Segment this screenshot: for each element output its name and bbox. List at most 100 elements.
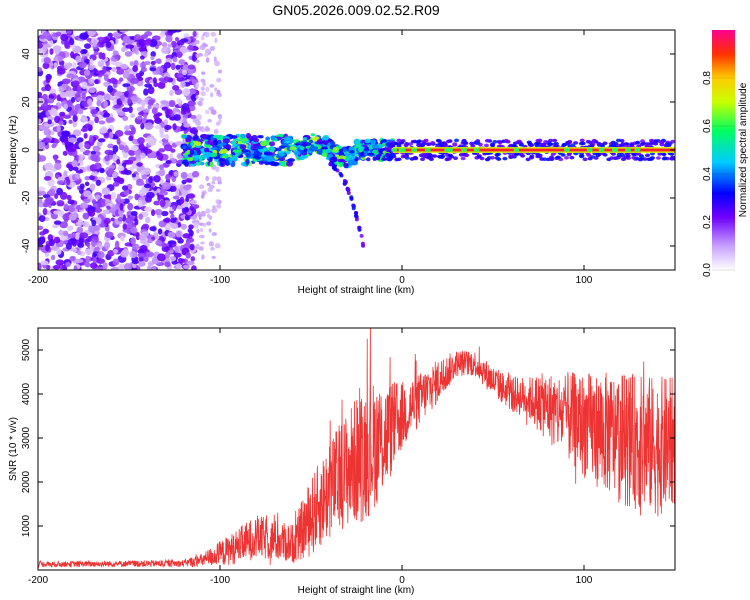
spectrogram-cell <box>197 149 202 156</box>
spectrogram-cell <box>108 131 114 140</box>
spectrogram-cell <box>561 143 567 148</box>
spectrogram-cell <box>444 148 451 152</box>
spectrogram-cell <box>56 125 61 133</box>
spectrogram-cell <box>94 246 100 252</box>
spectrogram-cell <box>110 266 120 270</box>
spectrogram-cell <box>158 164 165 170</box>
spectrogram-cell <box>215 188 221 192</box>
spectrogram-cell <box>58 85 64 93</box>
spectrogram-cell <box>97 266 104 270</box>
spectrogram-cell <box>80 116 88 123</box>
snr-axes: -200 -100 0 100 1000 2000 3000 4000 5000 <box>21 328 675 586</box>
spectrogram-cell <box>162 218 171 223</box>
spectrogram-cell <box>141 223 150 230</box>
spectrogram-cell <box>204 52 209 57</box>
spectrogram-cell <box>112 171 119 177</box>
spectrogram-cell <box>357 225 362 230</box>
spectrogram-cell <box>53 236 61 244</box>
spectrogram-cell <box>153 200 161 206</box>
spectrogram-cell <box>183 184 192 191</box>
spectrogram-cell <box>68 137 77 143</box>
spectrogram-cell <box>66 73 75 79</box>
spectrogram-cell <box>513 148 520 152</box>
spectrogram-cell <box>201 191 205 198</box>
spectrogram-cell <box>147 86 155 95</box>
spectrogram-cell <box>63 203 69 210</box>
spectrogram-cell <box>130 226 138 234</box>
spectrogram-cell <box>205 208 211 214</box>
spectrogram-cell <box>182 88 191 97</box>
spectrogram-ylabel: Frequency (Hz) <box>8 116 19 185</box>
spectrogram-cell <box>310 133 316 137</box>
spectrogram-cell <box>97 138 106 143</box>
spectrogram-cell <box>140 66 147 73</box>
spectrogram-cell <box>205 175 210 182</box>
spectrogram-cell <box>76 137 84 143</box>
spectrogram-cell <box>200 35 205 41</box>
spectrogram-cell <box>591 138 597 143</box>
spectrogram-cell <box>145 191 155 199</box>
spectrogram-cell <box>144 122 154 130</box>
spectrogram-cell <box>106 205 111 210</box>
spectrogram-cell <box>321 153 329 157</box>
spectrogram-cell <box>240 134 247 139</box>
spectrogram-cell <box>111 66 117 73</box>
spectrogram-cell <box>645 153 651 158</box>
spectrogram-cell <box>118 111 126 116</box>
spectrogram-cell <box>182 69 188 76</box>
spectrogram-cell <box>149 39 158 47</box>
spectrogram-cell <box>460 156 466 161</box>
spectrogram-cell <box>84 123 91 129</box>
spectrogram-cell <box>351 206 356 211</box>
spectrogram-cell <box>195 243 200 250</box>
spectrogram-cell <box>375 154 381 160</box>
spectrogram-cell <box>391 148 398 152</box>
spectrogram-cell <box>366 157 371 162</box>
spectrogram-cell <box>201 71 206 75</box>
spectrogram-cell <box>346 187 351 192</box>
spectrogram-cell <box>125 39 135 45</box>
spectrogram-cell <box>180 223 188 230</box>
spectrogram-cell <box>119 203 124 211</box>
spectrogram-cell <box>104 149 114 155</box>
spectrogram-cell <box>187 193 196 199</box>
spectrogram-ytick-label: 0 <box>21 147 32 153</box>
spectrogram-cell <box>122 107 130 113</box>
spectrogram-cell <box>535 154 541 159</box>
spectrogram-cell <box>120 235 125 242</box>
spectrogram-cell <box>185 150 190 155</box>
spectrogram-cell <box>69 38 75 46</box>
spectrogram-cell <box>611 143 617 147</box>
spectrogram-cell <box>118 144 125 151</box>
spectrogram-cell <box>117 165 125 172</box>
spectrogram-cell <box>354 211 359 216</box>
spectrogram-cell <box>147 104 152 110</box>
spectrogram-cell <box>360 146 365 150</box>
figure-title: GN05.2026.009.02.52.R09 <box>272 2 440 18</box>
spectrogram-cell <box>212 134 221 139</box>
spectrogram-cell <box>81 92 86 100</box>
spectrogram-cell <box>72 114 78 122</box>
spectrogram-cell <box>89 183 96 191</box>
spectrogram-cell <box>48 39 54 47</box>
spectrogram-cell <box>502 156 508 161</box>
spectrogram-cell <box>464 153 470 158</box>
spectrogram-cell <box>124 51 133 57</box>
spectrogram-xlabel: Height of straight line (km) <box>298 285 415 296</box>
spectrogram-cell <box>514 152 520 156</box>
spectrogram-cell <box>79 232 89 239</box>
spectrogram-cell <box>552 138 558 143</box>
spectrogram-cell <box>187 156 194 162</box>
spectrogram-cell <box>118 77 124 82</box>
spectrogram-cell <box>343 162 349 169</box>
spectrogram-cell <box>66 194 72 201</box>
spectrogram-cell <box>204 109 210 115</box>
spectrogram-cell <box>58 229 64 236</box>
spectrogram-cell <box>109 95 116 101</box>
spectrogram-cell <box>75 172 81 180</box>
spectrogram-cell <box>79 183 85 190</box>
spectrogram-cell <box>181 134 188 139</box>
spectrogram-cell <box>96 258 106 264</box>
spectrogram-cell <box>241 148 249 153</box>
spectrogram-cell <box>40 260 49 266</box>
